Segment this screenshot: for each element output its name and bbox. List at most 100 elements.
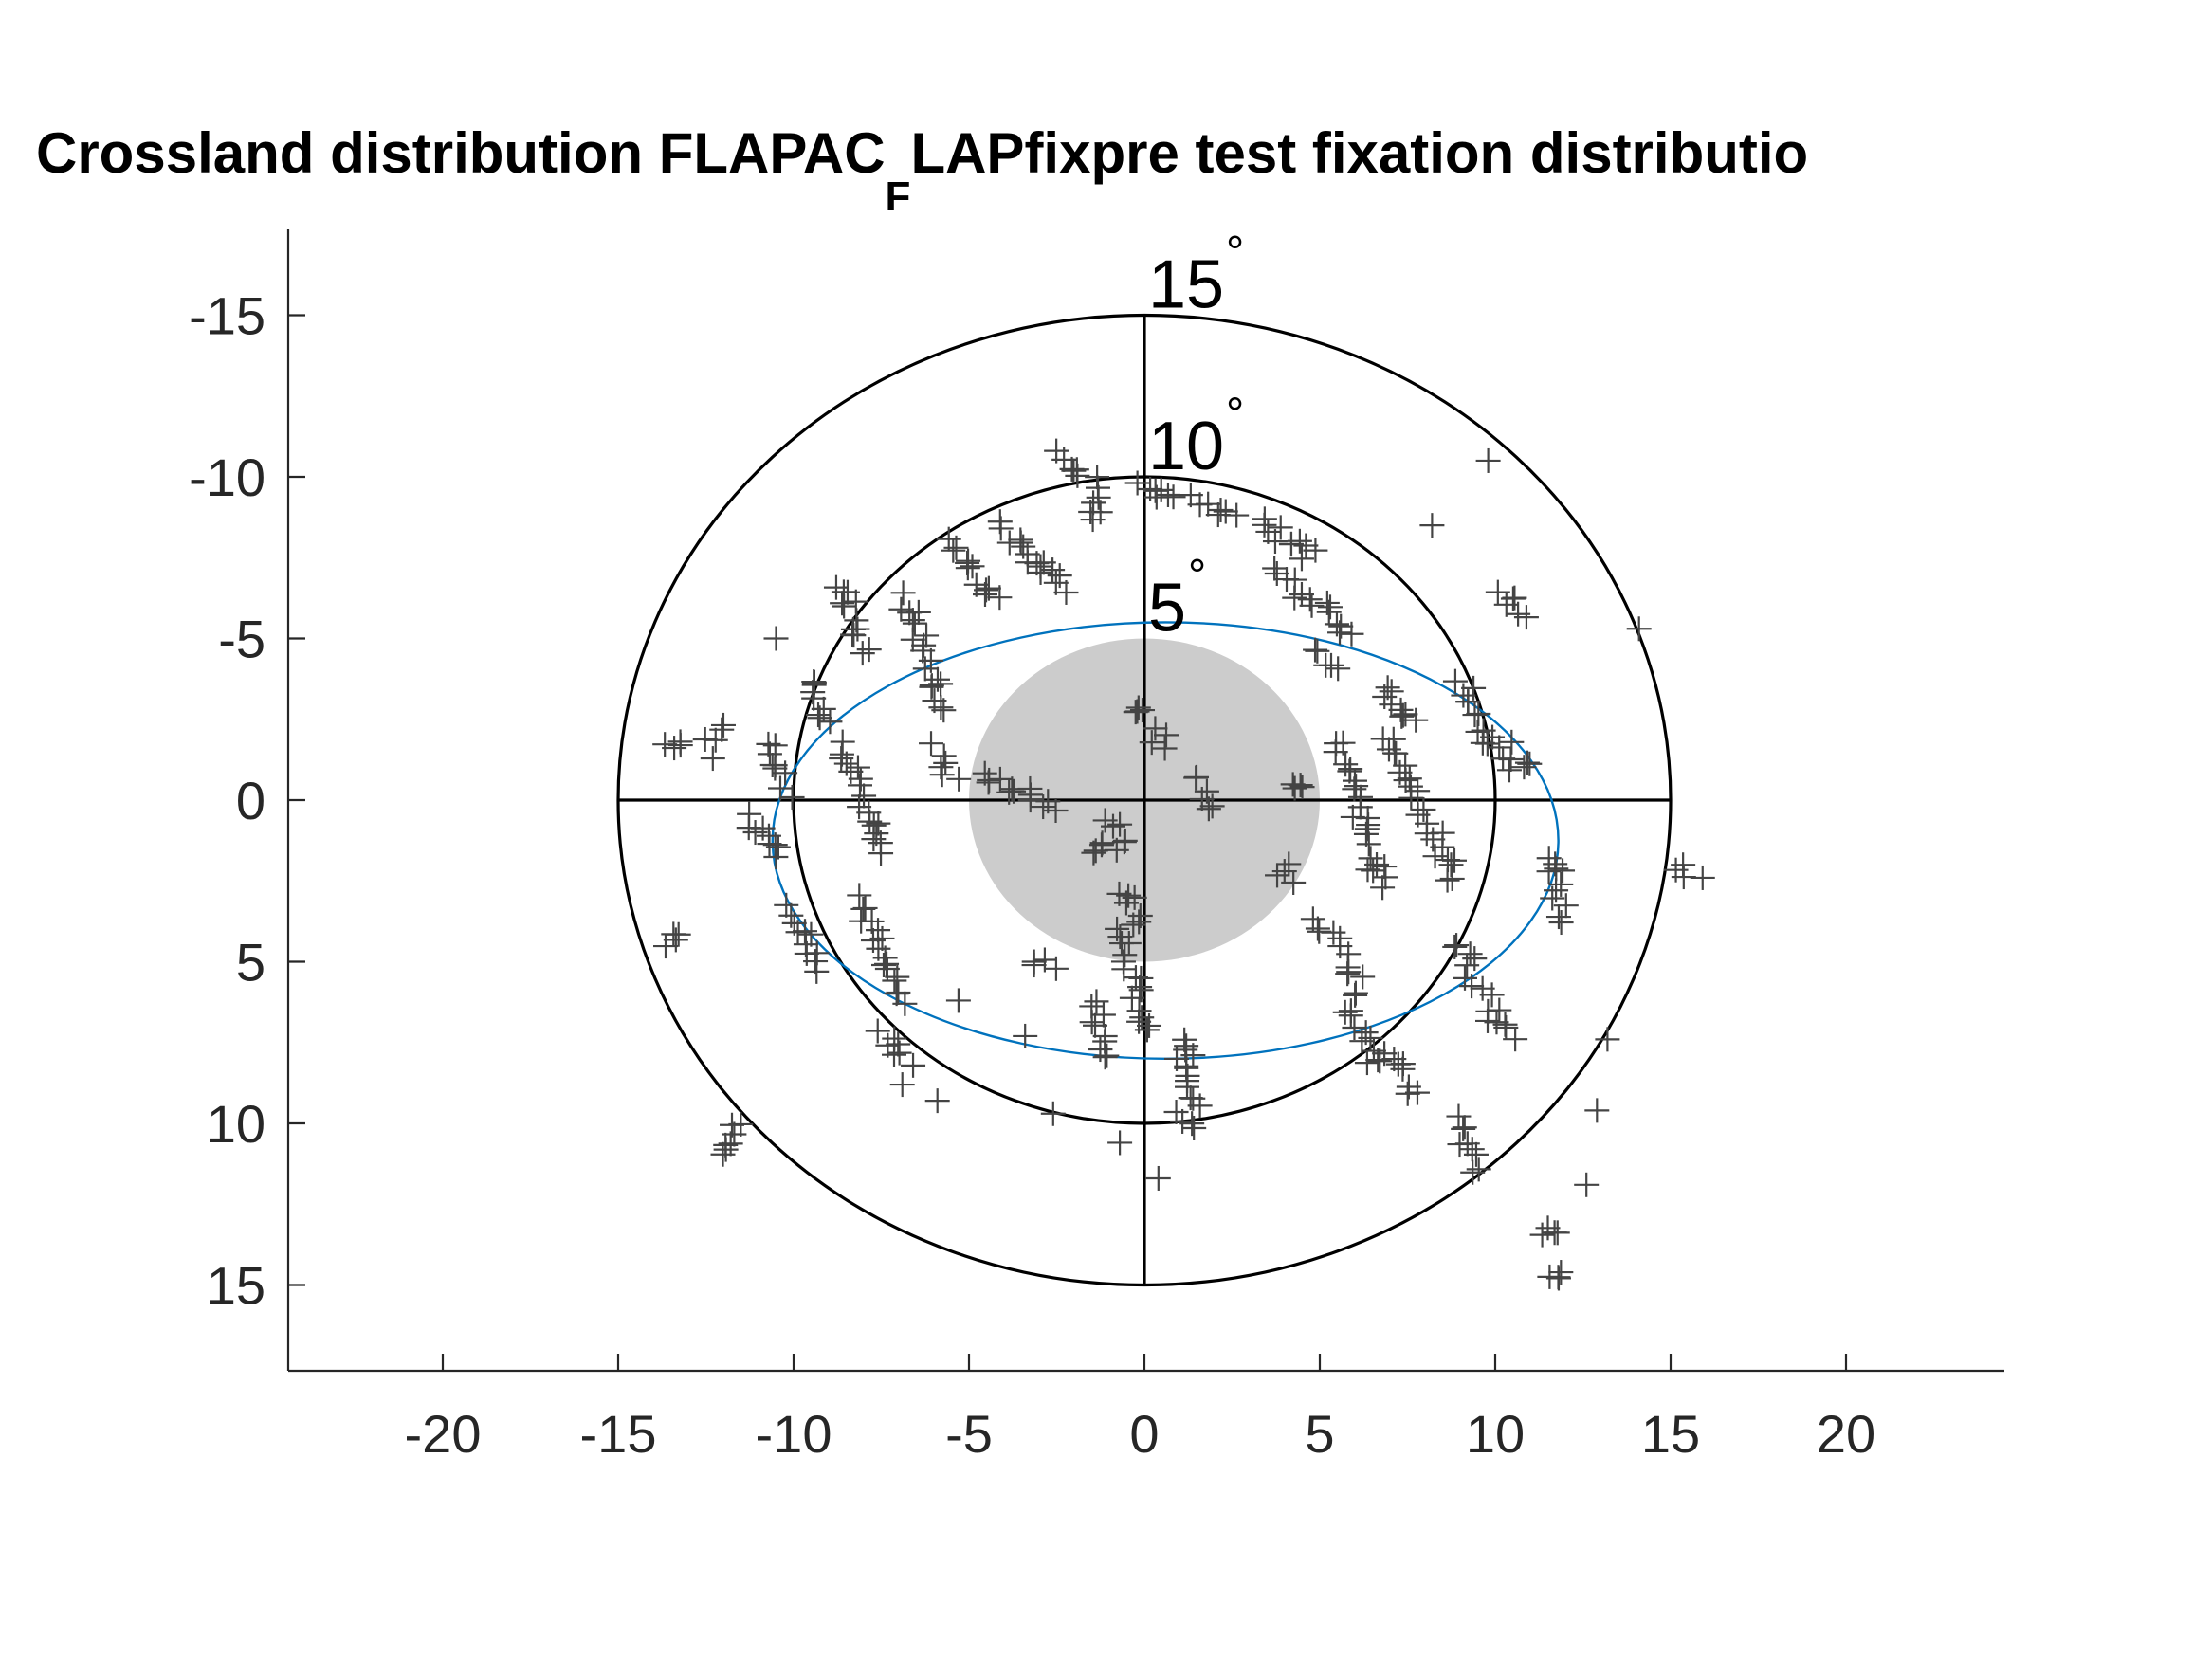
chart-title-subscript: F [886, 173, 911, 220]
ring-degree-mark: ° [1188, 552, 1206, 602]
fixation-marker [1319, 652, 1344, 678]
fixation-marker [1325, 656, 1351, 682]
fixation-marker [1143, 716, 1168, 741]
fixation-marker [988, 516, 1014, 541]
fixation-marker [666, 921, 691, 947]
fixation-marker [1385, 1051, 1411, 1077]
fixation-marker [864, 821, 889, 847]
fixation-marker [1548, 910, 1574, 936]
fixation-marker [943, 535, 969, 560]
fixation-marker [1083, 838, 1108, 864]
fixation-marker [1404, 1080, 1430, 1105]
fixation-marker [710, 712, 736, 738]
x-tick-label: -5 [945, 1404, 993, 1464]
fixation-marker [1343, 980, 1368, 1006]
fixation-marker [1354, 1050, 1380, 1076]
fixation-marker [1466, 1157, 1491, 1182]
fixation-marker [1134, 1017, 1160, 1043]
fixation-marker [1154, 722, 1179, 748]
fixation-marker [1121, 912, 1146, 938]
fixation-marker [1459, 1137, 1485, 1162]
fixation-marker [1083, 1012, 1108, 1038]
fixation-marker [804, 958, 830, 984]
x-tick-label: 20 [1817, 1404, 1875, 1464]
fixation-marker [1461, 675, 1487, 701]
fixation-marker [882, 1042, 907, 1067]
fixation-marker [1344, 774, 1369, 799]
fixation-marker [1043, 956, 1069, 981]
fixation-marker [1493, 1014, 1519, 1040]
fixation-marker [919, 674, 944, 700]
fixation-marker [1475, 447, 1501, 473]
fixation-marker [890, 580, 916, 606]
fixation-marker [1452, 1115, 1477, 1140]
fixation-marker [1262, 529, 1288, 555]
fixation-marker [817, 709, 843, 735]
fixation-marker [1300, 906, 1325, 932]
fixation-marker [832, 593, 857, 619]
fixation-marker [933, 750, 959, 775]
fixation-marker [1297, 587, 1323, 612]
fixation-marker [1139, 730, 1164, 756]
fixation-marker [756, 731, 781, 757]
fixation-marker [924, 1088, 950, 1114]
chart-title: Crossland distribution FLAPACFLAPfixpre … [36, 121, 1808, 220]
fixation-marker [1289, 546, 1314, 572]
fixation-marker [1053, 579, 1079, 605]
fixation-marker [1405, 778, 1431, 804]
fixation-marker [1321, 920, 1346, 945]
fixation-marker [1447, 1132, 1472, 1158]
fixation-marker [1107, 811, 1133, 837]
fixation-marker [1317, 594, 1343, 620]
fixation-marker [841, 623, 867, 648]
y-tick-label: 0 [236, 771, 265, 830]
fixation-marker [1252, 512, 1277, 538]
fixation-marker [807, 705, 832, 731]
fixation-marker [931, 743, 957, 769]
fixation-marker [1126, 909, 1152, 935]
fixation-marker [1130, 698, 1156, 723]
fixation-marker [1545, 1265, 1571, 1290]
fixation-markers [652, 438, 1715, 1291]
fixation-marker [1113, 890, 1139, 916]
fixation-marker [1148, 477, 1174, 502]
fixation-marker [1545, 904, 1571, 930]
fixation-marker [1435, 867, 1460, 893]
fixation-marker [856, 637, 882, 663]
fixation-marker [713, 1137, 739, 1162]
fixation-marker [1163, 1099, 1189, 1124]
fixation-marker [1288, 773, 1313, 798]
fixation-marker [1327, 620, 1353, 646]
fixation-marker [1595, 1027, 1620, 1052]
fixation-marker [1175, 1074, 1200, 1100]
fixation-marker [1446, 1103, 1472, 1129]
fixation-marker [1535, 1215, 1561, 1241]
fixation-marker [1455, 689, 1481, 715]
fixation-marker [987, 766, 1013, 792]
fixation-marker [806, 702, 832, 728]
fixation-marker [850, 641, 875, 666]
fixation-marker [1107, 1130, 1133, 1156]
fixation-marker [1480, 724, 1506, 750]
fixation-marker [1008, 527, 1033, 553]
fixation-marker [1487, 735, 1512, 760]
fixation-marker [1403, 707, 1429, 733]
fixation-marker [1213, 499, 1238, 524]
fixation-marker [829, 746, 854, 772]
ring-label-10: 10 [1148, 409, 1224, 484]
y-tick-label: 15 [207, 1256, 265, 1316]
fixation-marker [1079, 1010, 1105, 1035]
fixation-marker [1208, 498, 1234, 523]
fixation-marker [1124, 470, 1150, 496]
fixation-marker [1479, 982, 1505, 1008]
fixation-marker [928, 695, 954, 720]
fixation-marker [1092, 1024, 1118, 1049]
y-tick-label: -15 [189, 286, 265, 346]
fixation-marker [830, 591, 855, 616]
fixation-marker [1574, 1172, 1600, 1197]
fixation-marker [1389, 703, 1415, 729]
fixation-marker [1152, 736, 1178, 761]
fixation-marker [1040, 1101, 1066, 1126]
fixation-marker [1081, 840, 1106, 866]
fixation-marker [1373, 865, 1398, 890]
